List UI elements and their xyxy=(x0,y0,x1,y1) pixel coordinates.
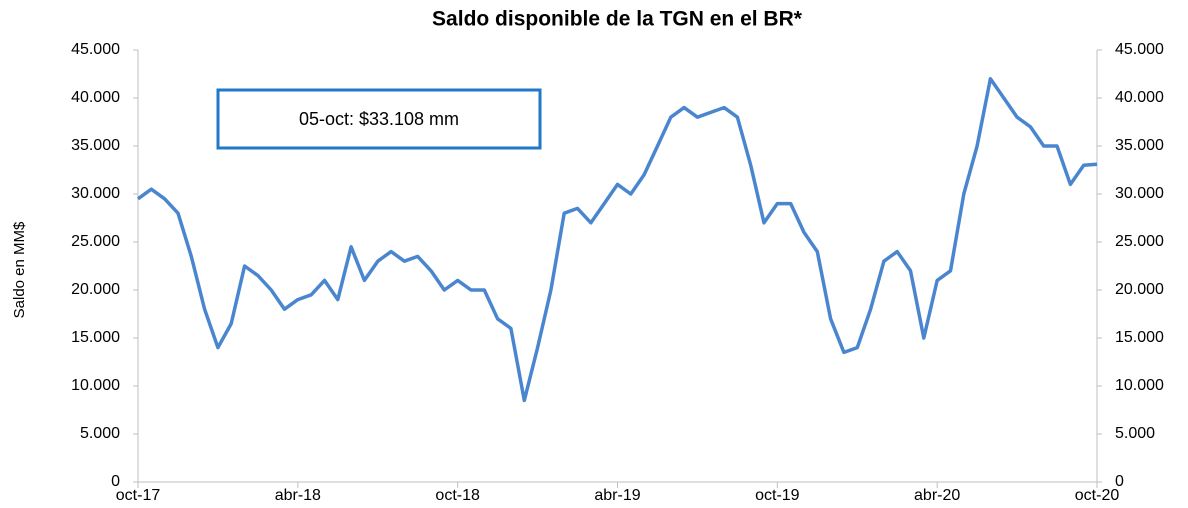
y-axis-label: Saldo en MM$ xyxy=(11,221,28,318)
x-tick-label: abr-19 xyxy=(594,487,640,504)
data-line xyxy=(136,77,1098,403)
y2-tick-label: 5.000 xyxy=(1115,425,1155,442)
x-tick-label: oct-20 xyxy=(1075,487,1120,504)
x-tick-label: abr-18 xyxy=(275,487,321,504)
y2-tick-label: 40.000 xyxy=(1115,89,1164,106)
y-tick-label: 30.000 xyxy=(71,185,120,202)
y2-tick-label: 15.000 xyxy=(1115,329,1164,346)
y-tick-label: 25.000 xyxy=(71,233,120,250)
y-tick-label: 0 xyxy=(111,473,120,490)
x-tick-label: oct-19 xyxy=(755,487,800,504)
annotation-box xyxy=(216,88,542,150)
y2-tick-label: 30.000 xyxy=(1115,185,1164,202)
y2-tick-label: 20.000 xyxy=(1115,281,1164,298)
y2-tick-label: 25.000 xyxy=(1115,233,1164,250)
chart-title: Saldo disponible de la TGN en el BR* xyxy=(432,8,803,31)
x-tick-label: abr-20 xyxy=(914,487,960,504)
y-tick-label: 20.000 xyxy=(71,281,120,298)
annotation: 05-oct: $33.108 mm xyxy=(299,109,459,129)
y2-tick-label: 0 xyxy=(1115,473,1124,490)
y2-tick-label: 35.000 xyxy=(1115,137,1164,154)
y-tick-label: 45.000 xyxy=(71,41,120,58)
y-tick-label: 35.000 xyxy=(71,137,120,154)
y-tick-label: 15.000 xyxy=(71,329,120,346)
y-tick-label: 10.000 xyxy=(71,377,120,394)
y2-tick-label: 10.000 xyxy=(1115,377,1164,394)
y-tick-label: 40.000 xyxy=(71,89,120,106)
x-tick-label: oct-17 xyxy=(116,487,161,504)
y2-tick-label: 45.000 xyxy=(1115,41,1164,58)
x-tick-label: oct-18 xyxy=(435,487,480,504)
y-tick-label: 5.000 xyxy=(80,425,120,442)
